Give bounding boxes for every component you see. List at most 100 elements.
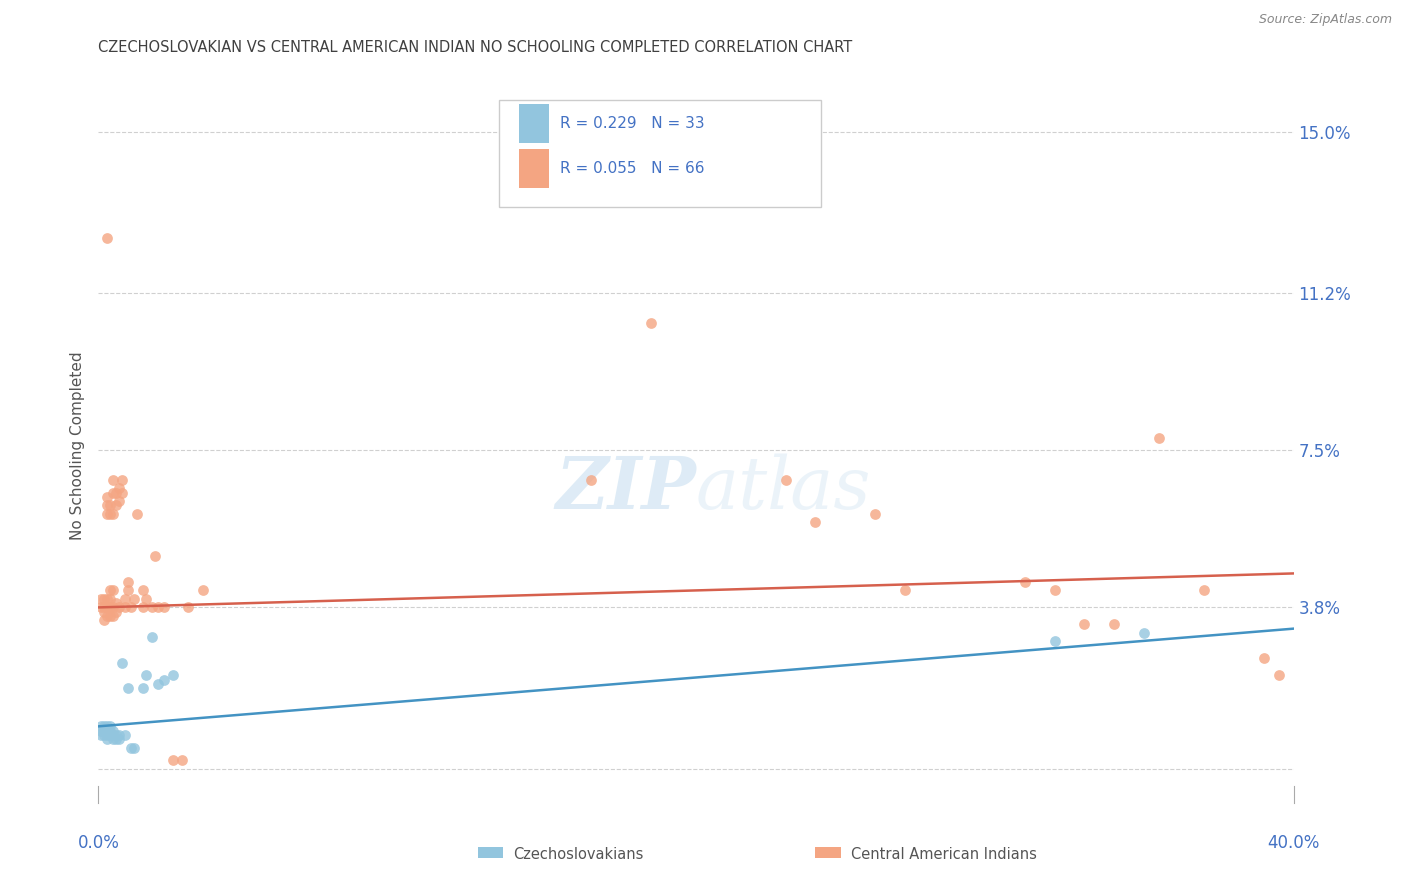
Point [1133, 626, 1156, 640]
Point [90, 600, 112, 615]
Point [98, 507, 122, 521]
Point [148, 677, 170, 691]
Point [90, 719, 112, 733]
Point [1253, 651, 1275, 665]
Point [93, 719, 115, 733]
Point [93, 728, 115, 742]
Text: atlas: atlas [696, 453, 872, 524]
Point [111, 656, 134, 670]
Text: 40.0%: 40.0% [1267, 834, 1320, 852]
FancyBboxPatch shape [499, 100, 821, 207]
Point [124, 591, 146, 606]
Point [111, 473, 134, 487]
Point [581, 473, 603, 487]
Point [96, 499, 118, 513]
Point [90, 591, 112, 606]
Point [775, 473, 797, 487]
Point [153, 673, 176, 687]
Point [90, 728, 112, 742]
Point [98, 608, 122, 623]
Point [108, 728, 131, 742]
Point [108, 732, 131, 747]
Point [124, 740, 146, 755]
Point [108, 600, 131, 615]
Point [1192, 583, 1215, 598]
Point [865, 507, 887, 521]
Point [96, 608, 118, 623]
Point [103, 473, 125, 487]
Point [96, 490, 118, 504]
Point [96, 231, 118, 245]
Point [96, 600, 118, 615]
Point [148, 600, 170, 615]
Bar [519, 104, 548, 144]
Point [93, 605, 115, 619]
Point [1043, 634, 1066, 648]
Point [114, 728, 136, 742]
Text: R = 0.055   N = 66: R = 0.055 N = 66 [560, 161, 704, 177]
Point [105, 732, 128, 747]
Point [153, 600, 176, 615]
Point [117, 681, 139, 695]
Y-axis label: No Schooling Completed: No Schooling Completed [69, 351, 84, 541]
Point [103, 608, 125, 623]
Point [804, 516, 827, 530]
Point [117, 583, 139, 598]
Point [98, 723, 122, 738]
Point [120, 740, 142, 755]
Point [141, 600, 163, 615]
Point [640, 316, 662, 330]
Point [111, 485, 134, 500]
Point [1267, 668, 1289, 682]
Point [93, 613, 115, 627]
Point [103, 485, 125, 500]
Point [132, 681, 155, 695]
Point [98, 600, 122, 615]
Point [117, 574, 139, 589]
Point [1014, 574, 1036, 589]
Text: ZIP: ZIP [555, 453, 696, 524]
Point [98, 719, 122, 733]
Point [114, 591, 136, 606]
Point [105, 596, 128, 610]
Point [1073, 617, 1095, 632]
Point [143, 549, 166, 564]
Point [96, 723, 118, 738]
Point [162, 753, 184, 767]
Point [1147, 430, 1170, 444]
Point [132, 600, 155, 615]
Point [93, 591, 115, 606]
Point [120, 600, 142, 615]
Point [114, 600, 136, 615]
Point [103, 600, 125, 615]
Point [105, 485, 128, 500]
Point [96, 507, 118, 521]
Point [177, 600, 200, 615]
Point [96, 728, 118, 742]
Point [162, 668, 184, 682]
Point [103, 728, 125, 742]
Point [105, 499, 128, 513]
Text: 0.0%: 0.0% [77, 834, 120, 852]
Point [105, 605, 128, 619]
Point [93, 600, 115, 615]
Point [172, 753, 194, 767]
Point [135, 591, 157, 606]
Text: R = 0.229   N = 33: R = 0.229 N = 33 [560, 116, 704, 131]
Point [127, 507, 149, 521]
Point [103, 732, 125, 747]
Point [141, 630, 163, 644]
Point [191, 583, 214, 598]
Text: Source: ZipAtlas.com: Source: ZipAtlas.com [1258, 13, 1392, 27]
Point [90, 723, 112, 738]
Text: Central American Indians: Central American Indians [851, 847, 1036, 862]
Text: Czechoslovakians: Czechoslovakians [513, 847, 644, 862]
Point [103, 583, 125, 598]
Point [93, 723, 115, 738]
Point [96, 719, 118, 733]
Point [108, 494, 131, 508]
Text: CZECHOSLOVAKIAN VS CENTRAL AMERICAN INDIAN NO SCHOOLING COMPLETED CORRELATION CH: CZECHOSLOVAKIAN VS CENTRAL AMERICAN INDI… [98, 40, 852, 55]
Point [108, 482, 131, 496]
Point [135, 668, 157, 682]
Point [98, 591, 122, 606]
